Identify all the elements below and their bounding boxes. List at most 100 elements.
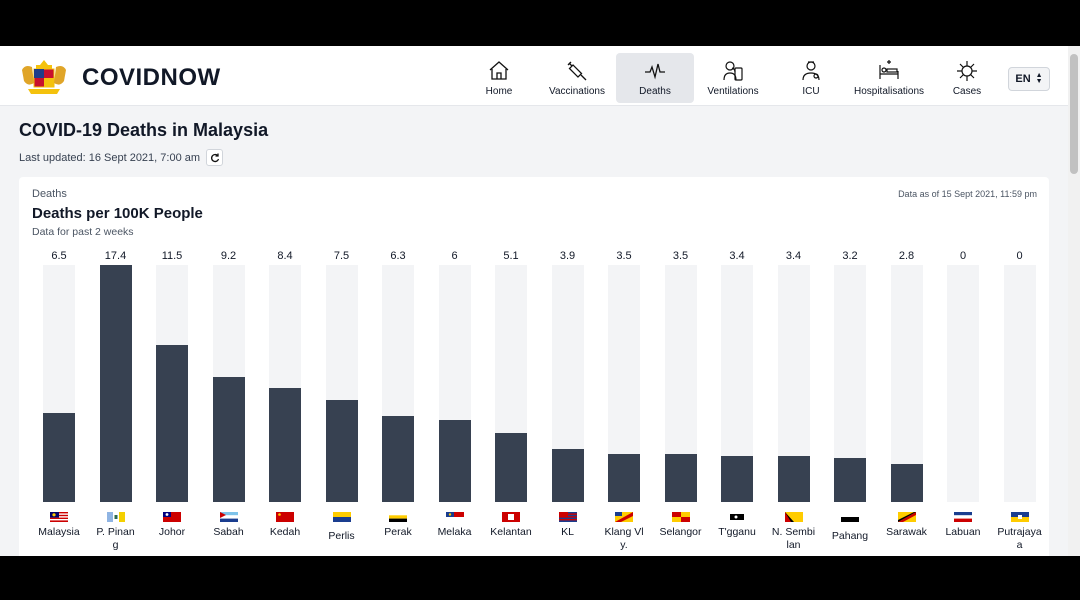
bar[interactable] [834,458,866,502]
syringe-icon [567,61,587,81]
bar-track [325,265,358,502]
bar-value-label: 3.2 [842,250,858,262]
state-flag-icon [163,512,181,522]
data-as-of: Data as of 15 Sept 2021, 11:59 pm [898,189,1037,199]
refresh-button[interactable] [206,149,224,166]
bar[interactable] [43,413,75,502]
bar[interactable] [438,420,471,502]
bar-track [495,265,527,502]
top-header: COVIDNOW Home Vaccinations Deaths Ventil… [0,46,1068,106]
bar-value-label: 3.5 [672,250,689,262]
category-label: Kelantan [490,526,532,538]
language-select[interactable]: EN ▲ ▼ [1008,67,1050,91]
category-label: Selangor [659,526,702,538]
category-label: Perak [384,526,412,538]
bar-track [99,265,132,502]
state-flag-icon [897,512,916,522]
nav-deaths[interactable]: Deaths [616,53,694,103]
bar[interactable] [721,455,753,502]
state-flag-icon [50,512,68,522]
category-label: Malaysia [38,526,80,538]
bar-track [212,265,245,502]
ventilator-icon [723,61,743,81]
bar-track [947,265,979,502]
state-flag-icon [841,512,859,522]
bar-value-label: 8.4 [277,250,293,262]
nav-ventilations-label: Ventilations [707,86,759,97]
bar[interactable] [325,399,358,502]
bar-value-label: 0 [959,250,967,262]
bar-value-label: 5.1 [503,250,519,262]
nav-vaccinations-label: Vaccinations [549,86,605,97]
bar-value-label: 17.4 [104,250,127,262]
bar-value-label: 3.4 [729,250,745,262]
nav-home-label: Home [485,86,513,97]
last-updated-text: Last updated: 16 Sept 2021, 7:00 am [19,151,201,164]
bar-track [834,265,866,502]
bar-track [777,265,810,502]
category-label: Labuan [945,526,981,538]
bar-track [438,265,471,502]
card-note: Data for past 2 weeks [32,226,134,238]
bar-value-label: 3.4 [785,250,802,262]
nav-cases-label: Cases [952,86,982,97]
brand-title[interactable]: COVIDNOW [82,64,221,91]
bar[interactable] [156,345,188,502]
page-scrollbar[interactable] [1068,46,1080,556]
bar-track [269,265,301,502]
pulse-icon [645,63,665,80]
scrollbar-thumb[interactable] [1070,54,1078,174]
bar-value-label: 6.3 [390,250,406,262]
select-arrows-icon: ▲ ▼ [1035,72,1043,85]
bar[interactable] [777,455,810,502]
bar-value-label: 6 [451,250,458,262]
bar[interactable] [664,454,697,502]
category-label: N. Sembi lan [771,526,816,551]
deaths-chart-card: Deaths Deaths per 100K People Data for p… [19,177,1049,556]
bar[interactable] [608,454,640,502]
nav-home[interactable]: Home [460,53,538,103]
bar[interactable] [495,432,527,502]
page-title: COVID-19 Deaths in Malaysia [19,120,269,140]
state-flag-icon [332,512,351,522]
category-label: Sabah [213,526,244,538]
category-label: KL [561,526,574,538]
bar-track [382,265,414,502]
nav-ventilations[interactable]: Ventilations [694,53,772,103]
bar-track [608,265,640,502]
bar-track [890,265,923,502]
bar[interactable] [382,416,414,502]
category-label: Putrajaya a [997,526,1042,551]
nav-cases[interactable]: Cases [928,53,1006,103]
state-flag-icon [1010,512,1029,522]
bar[interactable] [99,265,132,502]
nav-vaccinations[interactable]: Vaccinations [538,53,616,103]
state-flag-icon [558,512,577,522]
state-flag-icon [502,512,520,522]
bar-track [43,265,75,502]
refresh-icon [210,153,219,162]
bar-value-label: 6.5 [51,250,67,262]
malaysia-coat-of-arms-logo[interactable] [18,58,70,96]
bar-value-label: 11.5 [161,250,183,262]
bar[interactable] [212,376,245,502]
bar-track [721,265,753,502]
bar-value-label: 9.2 [220,250,237,262]
virus-icon [957,61,977,81]
state-flag-icon [276,512,294,522]
bar[interactable] [890,463,923,502]
bar[interactable] [269,387,301,502]
nav-hospitalisations[interactable]: Hospitalisations [850,53,928,103]
nav-icu[interactable]: ICU [772,53,850,103]
category-label: Melaka [437,526,472,538]
hospital-bed-icon [879,60,899,79]
category-label: T'gganu [718,526,756,538]
bar[interactable] [551,448,584,502]
category-label: P. Pinan g [96,526,135,551]
state-flag-icon [954,512,972,522]
nav-hospitalisations-label: Hospitalisations [853,86,925,97]
bar-value-label: 7.5 [333,250,350,262]
icu-icon [802,61,820,81]
bar-track [1003,265,1036,502]
category-label: Sarawak [886,526,927,538]
